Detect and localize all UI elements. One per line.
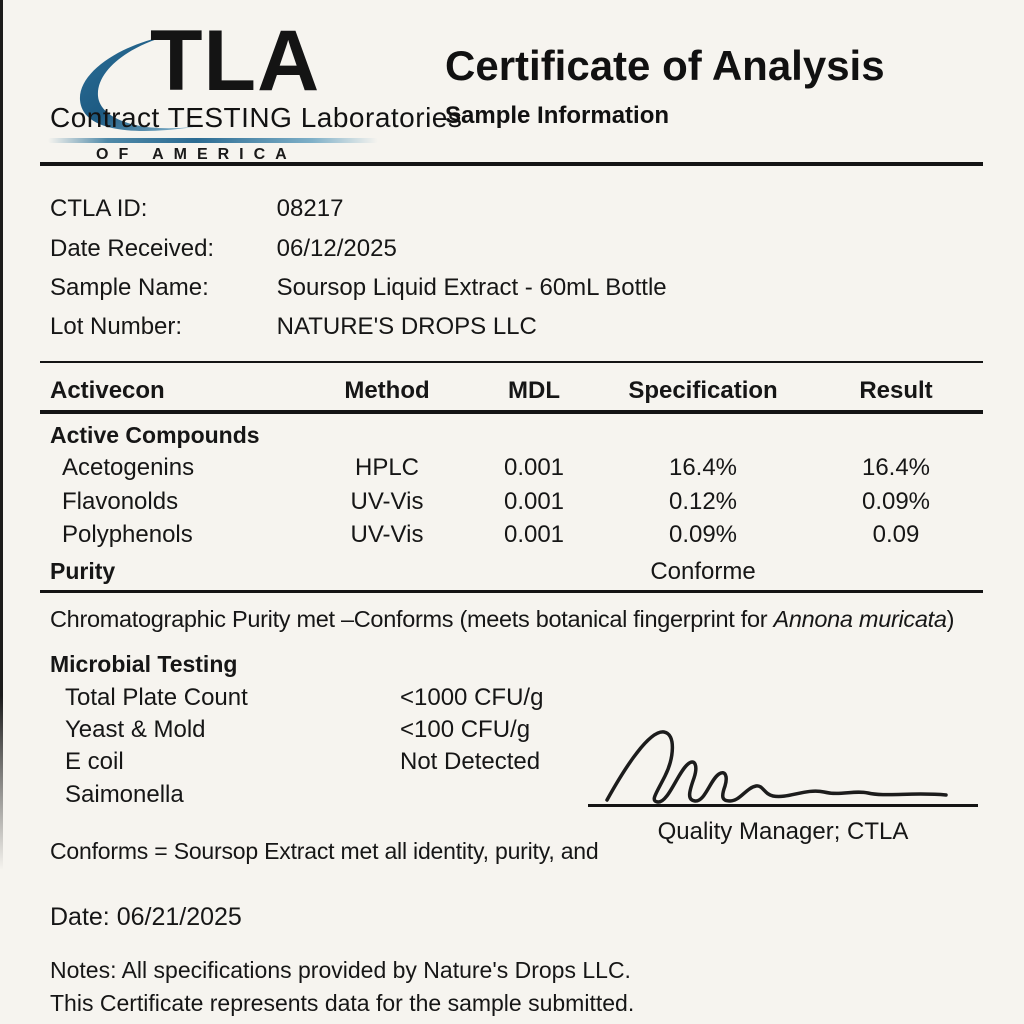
col-header-result: Result xyxy=(859,377,933,404)
table-row-method: UV-Vis xyxy=(350,521,424,548)
chromatographic-purity-note: Chromatographic Purity met –Conforms (me… xyxy=(50,606,990,633)
info-value: 06/12/2025 xyxy=(276,235,397,262)
crescent-swoosh-icon xyxy=(79,36,200,131)
info-row-date-received: Date Received: 06/12/2025 xyxy=(50,235,397,263)
table-top-rule xyxy=(40,361,983,363)
microbial-test: Saimonella xyxy=(65,781,184,808)
col-header-method: Method xyxy=(344,377,430,404)
date-line: Date: 06/21/2025 xyxy=(50,903,242,931)
logo-letters: TLA xyxy=(150,13,321,109)
purity-rule xyxy=(40,590,983,593)
info-row-sample-name: Sample Name: Soursop Liquid Extract - 60… xyxy=(50,274,667,302)
microbial-test: Total Plate Count xyxy=(65,684,248,711)
info-value: 08217 xyxy=(276,195,344,222)
purity-note-prefix: Chromatographic Purity met –Conforms (me… xyxy=(50,606,774,632)
purity-note-suffix: ) xyxy=(946,606,955,632)
logo-of-america: OF AMERICA xyxy=(96,146,297,163)
document-subtitle: Sample Information xyxy=(445,102,670,129)
table-header-rule xyxy=(40,410,983,414)
signature-scribble xyxy=(605,730,948,804)
info-row-lot-number: Lot Number: NATURE'S DROPS LLC xyxy=(50,313,537,341)
conforms-note: Conforms = Soursop Extract met all ident… xyxy=(50,838,599,864)
signature-line xyxy=(588,804,978,807)
purity-label: Purity xyxy=(50,558,116,584)
logo-subtitle: Contract TESTING Laboratories xyxy=(50,102,463,133)
purity-value: Conforme xyxy=(650,558,756,585)
table-row-result: 16.4% xyxy=(861,454,931,481)
info-label: Date Received: xyxy=(50,235,215,262)
col-header-specification: Specification xyxy=(628,377,778,404)
table-row-specification: 0.09% xyxy=(668,521,738,548)
header-rule xyxy=(40,162,983,166)
table-row-specification: 16.4% xyxy=(668,454,738,481)
info-value: NATURE'S DROPS LLC xyxy=(276,313,537,340)
ctla-wordmark: TLA xyxy=(48,13,378,131)
info-value: Soursop Liquid Extract - 60mL Bottle xyxy=(276,274,667,301)
table-row-method: UV-Vis xyxy=(350,488,424,515)
section-microbial-testing: Microbial Testing xyxy=(50,651,238,677)
logo-divider xyxy=(48,138,378,143)
microbial-test: E coil xyxy=(65,748,124,775)
table-row-result: 0.09% xyxy=(861,488,931,515)
info-label: CTLA ID: xyxy=(50,195,148,222)
microbial-result: <1000 CFU/g xyxy=(400,684,544,711)
section-active-compounds: Active Compounds xyxy=(50,422,260,448)
microbial-result: Not Detected xyxy=(400,748,541,775)
table-row-analyte: Flavonolds xyxy=(62,488,179,515)
ctla-logo: TLA Contract TESTING Laboratories OF AME… xyxy=(48,13,463,168)
scan-edge-artifact xyxy=(0,0,3,870)
table-row-mdl: 0.001 xyxy=(503,454,565,481)
info-label: Sample Name: xyxy=(50,274,209,301)
table-row-result: 0.09 xyxy=(872,521,920,548)
footer-note-specifications: Notes: All specifications provided by Na… xyxy=(50,957,631,983)
footer-note-certificate: This Certificate represents data for the… xyxy=(50,990,635,1016)
document-title: Certificate of Analysis xyxy=(445,42,885,89)
col-header-analyte: Activecon xyxy=(50,377,165,404)
microbial-test: Yeast & Mold xyxy=(65,716,206,743)
info-label: Lot Number: xyxy=(50,313,183,340)
signature-title: Quality Manager; CTLA xyxy=(657,818,909,845)
table-row-mdl: 0.001 xyxy=(503,488,565,515)
table-row-method: HPLC xyxy=(354,454,420,481)
info-row-ctla-id: CTLA ID: 08217 xyxy=(50,195,343,223)
table-row-analyte: Acetogenins xyxy=(62,454,195,481)
table-row-specification: 0.12% xyxy=(668,488,738,515)
microbial-result: <100 CFU/g xyxy=(400,716,531,743)
table-row-mdl: 0.001 xyxy=(503,521,565,548)
col-header-mdl: MDL xyxy=(508,377,560,404)
purity-note-species: Annona muricata xyxy=(773,606,947,632)
table-row-analyte: Polyphenols xyxy=(62,521,193,548)
